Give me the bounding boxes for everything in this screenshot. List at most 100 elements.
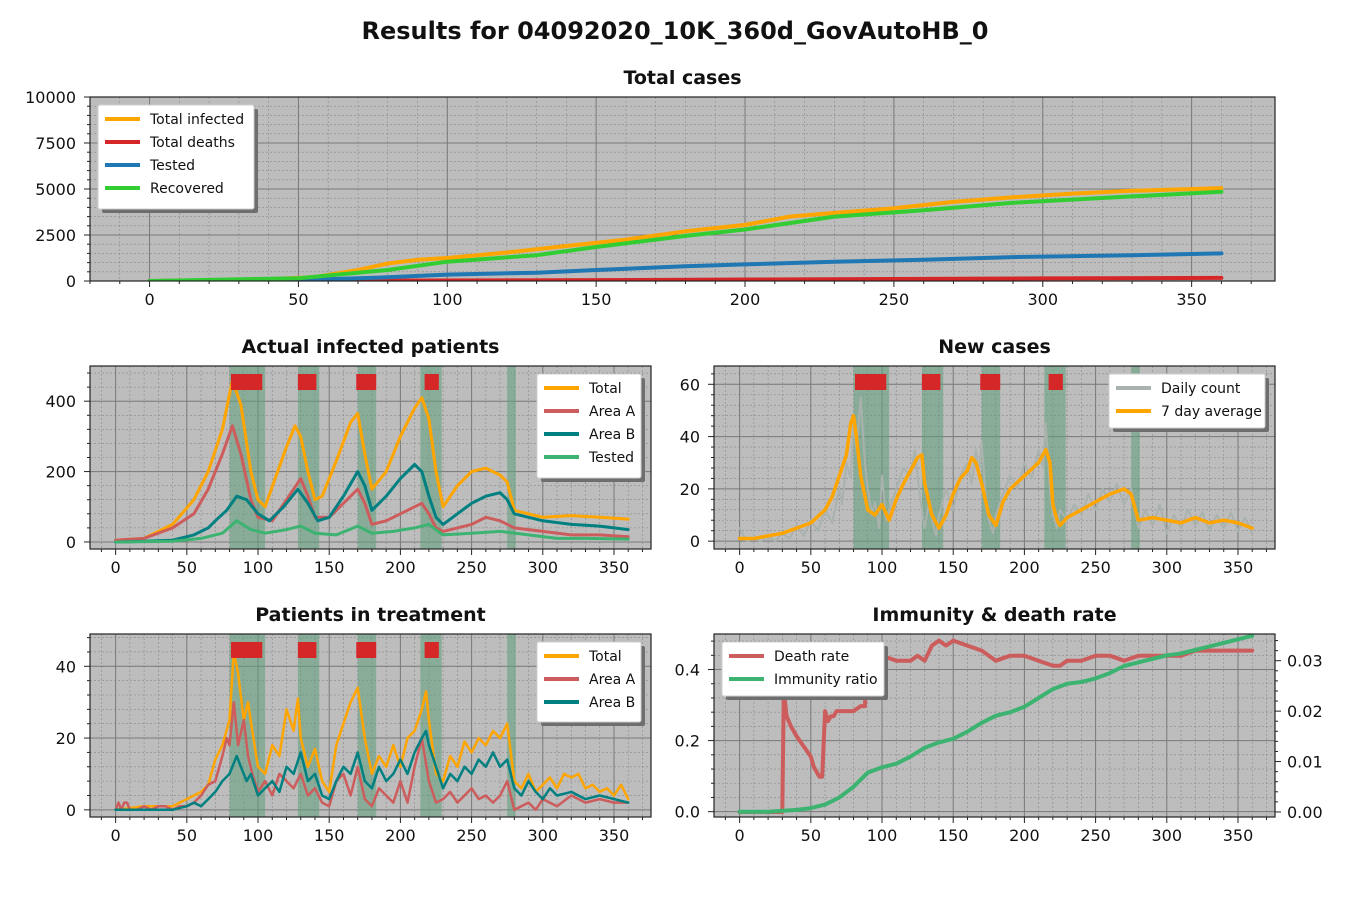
x-tick-label: 200 xyxy=(730,290,761,309)
legend-box xyxy=(536,373,642,479)
x-tick-label: 100 xyxy=(867,826,898,845)
x-tick-label: 100 xyxy=(243,558,274,577)
x-tick-label: 300 xyxy=(528,826,559,845)
legend-label: Area B xyxy=(589,695,635,711)
y-tick-label: 0 xyxy=(690,532,700,551)
legend-label: Immunity ratio xyxy=(774,672,878,688)
y2-tick-label: 0.00 xyxy=(1287,803,1323,822)
grid xyxy=(90,97,1275,281)
series-line-immunity-ratio xyxy=(737,634,1255,814)
series-line-daily-count xyxy=(738,396,1254,543)
lockdown-marker xyxy=(356,642,377,658)
x-tick-label: 150 xyxy=(314,826,345,845)
legend-label: 7 day average xyxy=(1161,404,1262,420)
lockdown-marker xyxy=(424,374,439,390)
x-tick-label: 0 xyxy=(735,558,745,577)
lockdown-band xyxy=(507,634,516,817)
legend-label: Tested xyxy=(149,158,195,174)
y-tick-label: 200 xyxy=(45,463,76,482)
series xyxy=(114,378,630,544)
y-tick-label: 0 xyxy=(66,801,76,820)
lockdown-marker xyxy=(980,374,1001,390)
x-axis: 0 50 100 150 200 250 300 350 xyxy=(724,817,1267,845)
lockdown-band xyxy=(921,366,944,549)
x-tick-label: 100 xyxy=(243,826,274,845)
legend: Total Area A Area B Tested xyxy=(536,373,645,482)
y-tick-label: 40 xyxy=(56,657,76,676)
legend-label: Total deaths xyxy=(149,135,235,151)
y2-axis: 0.00 0.01 0.02 0.03 xyxy=(1275,640,1323,822)
chart-actual: 0 50 100 150 200 250 300 350 0 200 400 Actual infec… xyxy=(45,336,652,577)
y2-tick-label: 0.02 xyxy=(1287,702,1323,721)
lockdown-marker xyxy=(921,374,941,390)
x-tick-label: 250 xyxy=(456,826,487,845)
series-line-area-a xyxy=(114,424,630,542)
legend-label: Area A xyxy=(589,404,636,420)
x-tick-label: 150 xyxy=(314,558,345,577)
x-tick-label: 0 xyxy=(111,558,121,577)
x-tick-label: 350 xyxy=(599,826,630,845)
x-tick-label: 200 xyxy=(385,558,416,577)
legend: Total infected Total deaths Tested Recovere… xyxy=(97,104,258,213)
x-axis: 0 50 100 150 200 250 300 350 xyxy=(724,549,1267,577)
lockdown-markers xyxy=(230,642,439,658)
y-tick-label: 0 xyxy=(66,272,76,291)
y-axis: 0 20 40 60 xyxy=(680,373,714,551)
legend-label: Total xyxy=(588,649,622,665)
series-line-area-b xyxy=(114,729,630,812)
x-tick-label: 250 xyxy=(1080,826,1111,845)
x-tick-label: 350 xyxy=(599,558,630,577)
x-tick-label: 50 xyxy=(801,558,821,577)
x-tick-label: 250 xyxy=(879,290,910,309)
x-tick-label: 350 xyxy=(1176,290,1207,309)
chart-title: Immunity & death rate xyxy=(872,604,1116,626)
x-tick-label: 0 xyxy=(111,826,121,845)
series xyxy=(114,650,630,812)
x-tick-label: 350 xyxy=(1223,558,1254,577)
lockdown-marker xyxy=(230,642,263,658)
x-axis: 0 50 100 150 200 250 300 350 xyxy=(89,281,1252,309)
legend-label: Area A xyxy=(589,672,636,688)
x-tick-label: 0 xyxy=(735,826,745,845)
legend-box xyxy=(97,104,255,210)
lockdown-band xyxy=(357,634,377,817)
lockdown-band xyxy=(297,366,320,549)
lockdown-bands xyxy=(853,366,1140,549)
chart-title: Actual infected patients xyxy=(242,336,500,358)
x-tick-label: 200 xyxy=(1009,826,1040,845)
lockdown-markers xyxy=(854,374,1063,390)
lockdown-band xyxy=(507,366,516,549)
y-tick-label: 7500 xyxy=(35,134,76,153)
y-axis: 0.0 0.2 0.4 xyxy=(675,640,714,822)
plot-frame xyxy=(89,633,652,818)
y-tick-label: 0.0 xyxy=(675,803,700,822)
legend-label: Tested xyxy=(588,450,634,466)
lockdown-marker xyxy=(1048,374,1063,390)
lockdown-band xyxy=(1131,366,1140,549)
chart-new: 0 50 100 150 200 250 300 350 0 20 40 60 New cases Dai… xyxy=(680,336,1276,577)
y-tick-label: 5000 xyxy=(35,180,76,199)
legend-label: Total xyxy=(588,381,622,397)
lockdown-band xyxy=(297,634,320,817)
x-tick-label: 150 xyxy=(581,290,612,309)
legend-label: Death rate xyxy=(774,649,849,665)
y-tick-label: 60 xyxy=(680,375,700,394)
series-line-tested xyxy=(114,519,630,544)
legend: Total Area A Area B xyxy=(536,641,645,726)
series-line-total xyxy=(114,378,630,542)
y-tick-label: 20 xyxy=(680,480,700,499)
x-tick-label: 150 xyxy=(938,826,969,845)
grid xyxy=(714,634,1275,817)
x-tick-label: 350 xyxy=(1223,826,1254,845)
y-axis: 0 200 400 xyxy=(45,372,90,552)
x-tick-label: 100 xyxy=(867,558,898,577)
y-tick-label: 400 xyxy=(45,392,76,411)
chart-total: 0 50 100 150 200 250 300 350 0 2500 5000 7500 10000 T… xyxy=(25,67,1276,309)
lockdown-markers xyxy=(230,374,439,390)
chart-treatment: 0 50 100 150 200 250 300 350 0 20 40 Patients in tr… xyxy=(56,604,652,845)
lockdown-marker xyxy=(297,642,317,658)
legend-label: Area B xyxy=(589,427,635,443)
plot-frame xyxy=(713,633,1276,818)
x-axis: 0 50 100 150 200 250 300 350 xyxy=(100,549,643,577)
x-tick-label: 300 xyxy=(528,558,559,577)
